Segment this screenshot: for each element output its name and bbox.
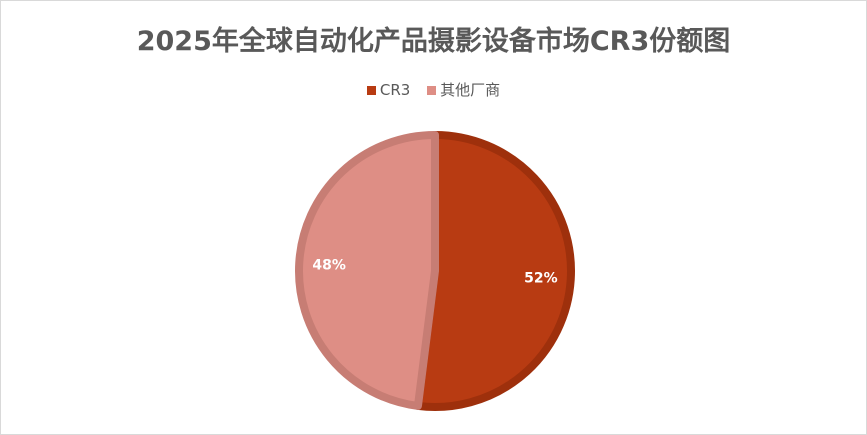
data-label: 52%: [524, 271, 558, 287]
data-label: 48%: [312, 257, 346, 273]
legend-swatch: [427, 86, 437, 95]
legend-item-others: 其他厂商: [427, 81, 500, 99]
legend-label: 其他厂商: [440, 81, 501, 99]
chart-title: 2025年全球自动化产品摄影设备市场CR3份额图: [136, 26, 731, 57]
legend: CR3 其他厂商: [1, 79, 866, 100]
pie-slice-others: [295, 131, 439, 410]
pie-slice-cr3: [413, 131, 575, 411]
legend-item-cr3: CR3: [366, 81, 411, 99]
legend-label: CR3: [379, 81, 411, 99]
legend-swatch: [366, 86, 376, 95]
